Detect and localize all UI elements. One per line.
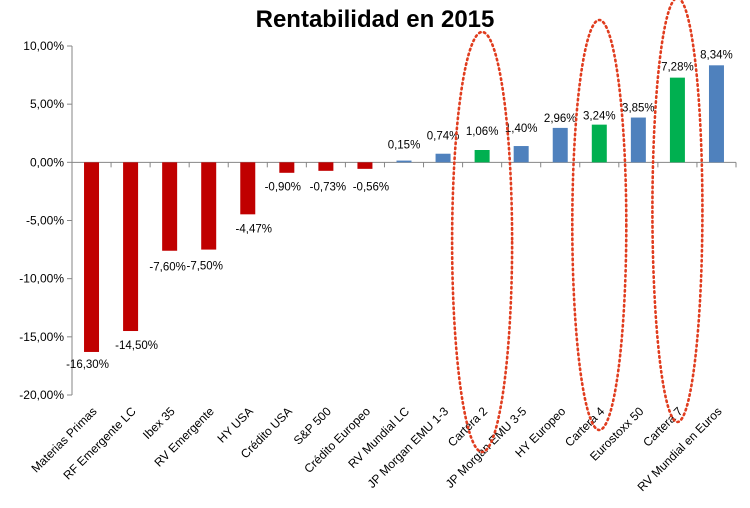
data-label: 2,96% (544, 113, 577, 125)
data-label: -7,50% (186, 261, 222, 273)
bar-materias-primas (84, 162, 100, 352)
data-label: 0,15% (388, 140, 421, 152)
data-label: -0,56% (353, 181, 389, 193)
bar-cartera-2 (474, 150, 490, 163)
bar-jp-morgan-emu-1-3 (435, 153, 451, 163)
highlight-ellipse (570, 18, 628, 432)
bar-cartera-4 (591, 124, 607, 163)
data-label: -16,30% (66, 359, 109, 371)
data-label: 8,34% (700, 49, 733, 61)
y-tick-label: -5,00% (26, 214, 64, 228)
bar-rv-emergente (201, 162, 217, 250)
y-tick-label: 10,00% (23, 39, 64, 53)
y-tick-label: 5,00% (30, 97, 64, 111)
data-label: -7,60% (149, 262, 185, 274)
data-label: -0,73% (310, 181, 346, 193)
bar-rf-emergente-lc (123, 162, 139, 332)
y-tick-label: -15,00% (19, 330, 64, 344)
bar-jp-morgan-emu-3-5 (513, 146, 529, 163)
category-label: RF Emergente LC (60, 404, 139, 483)
bar-cartera-7 (669, 77, 685, 163)
highlight-ellipse (651, 0, 704, 424)
bar-rv-mundial-lc (396, 160, 412, 163)
y-tick-label: 0,00% (30, 155, 64, 169)
data-label: -0,90% (265, 181, 301, 193)
data-label: 1,40% (505, 123, 538, 135)
bar-rv-mundial-en-euros (708, 65, 724, 163)
chart-title: Rentabilidad en 2015 (255, 6, 495, 33)
bar-s-p-500 (318, 162, 334, 171)
data-label: 0,74% (427, 131, 460, 143)
data-label: 7,28% (661, 62, 694, 74)
category-label: Ibex 35 (140, 404, 178, 442)
bar-cr-dito-europeo (357, 162, 373, 169)
data-label: 3,24% (583, 111, 616, 123)
bar-cr-dito-usa (279, 162, 295, 173)
data-label: -14,50% (115, 340, 158, 352)
y-tick-label: -10,00% (19, 272, 64, 286)
data-label: -4,47% (236, 223, 272, 235)
bar-hy-usa (240, 162, 256, 215)
bar-eurostoxx-50 (630, 117, 646, 163)
highlight-ellipse (450, 30, 514, 454)
bar-hy-europeo (552, 127, 568, 163)
category-label: Materias Primas (28, 404, 99, 475)
y-tick-label: -20,00% (19, 388, 64, 402)
data-label: 1,06% (466, 126, 499, 138)
data-label: 3,85% (622, 103, 655, 115)
bar-ibex-35 (162, 162, 178, 251)
